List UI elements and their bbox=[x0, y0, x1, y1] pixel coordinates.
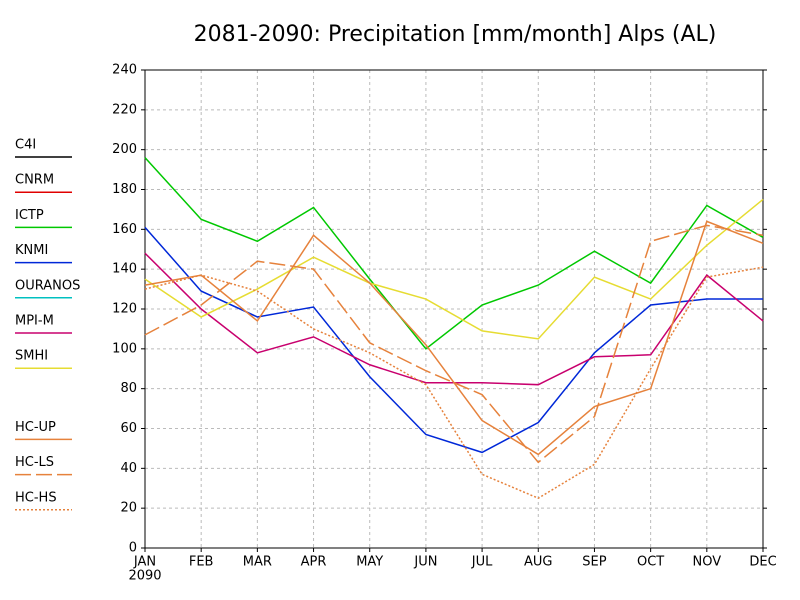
legend-label: HC-LS bbox=[15, 455, 54, 470]
x-tick-label: MAY bbox=[356, 555, 383, 570]
y-tick-label: 160 bbox=[112, 222, 137, 237]
x-tick-label: MAR bbox=[243, 555, 272, 570]
legend-label: OURANOS bbox=[15, 278, 80, 293]
x-tick-label: FEB bbox=[189, 555, 214, 570]
y-tick-label: 240 bbox=[112, 63, 137, 78]
y-tick-label: 120 bbox=[112, 302, 137, 317]
series-line bbox=[144, 224, 764, 464]
x-tick-label: DEC bbox=[749, 555, 776, 570]
series-line bbox=[144, 252, 764, 386]
plot-frame bbox=[144, 69, 764, 549]
y-tick-label: 80 bbox=[120, 381, 137, 396]
series-line bbox=[144, 157, 764, 350]
legend-label: HC-UP bbox=[15, 420, 56, 435]
legend-label: MPI-M bbox=[15, 314, 54, 329]
legend-label: CNRM bbox=[15, 173, 54, 188]
y-tick-label: 100 bbox=[112, 341, 137, 356]
y-tick-label: 180 bbox=[112, 182, 137, 197]
y-tick-label: 200 bbox=[112, 142, 137, 157]
series-line bbox=[144, 220, 764, 456]
chart-title: 2081-2090: Precipitation [mm/month] Alps… bbox=[194, 22, 717, 47]
y-tick-label: 40 bbox=[120, 461, 137, 476]
legend-label: C4I bbox=[15, 138, 36, 153]
x-tick-label: OCT bbox=[637, 555, 664, 570]
y-tick-label: 20 bbox=[120, 501, 137, 516]
y-tick-label: 140 bbox=[112, 262, 137, 277]
x-tick-label: JUL bbox=[471, 555, 493, 570]
x-tick-label: APR bbox=[301, 555, 327, 570]
y-tick-label: 60 bbox=[120, 421, 137, 436]
x-tick-label: JAN bbox=[133, 555, 156, 570]
series-line bbox=[144, 198, 764, 340]
legend-label: HC-HS bbox=[15, 490, 57, 505]
x-year-label: 2090 bbox=[128, 569, 161, 584]
legend-label: SMHI bbox=[15, 349, 48, 364]
legend-label: ICTP bbox=[15, 208, 44, 223]
x-tick-label: NOV bbox=[693, 555, 722, 570]
y-tick-label: 0 bbox=[129, 541, 137, 556]
x-tick-label: SEP bbox=[582, 555, 606, 570]
y-tick-label: 220 bbox=[112, 102, 137, 117]
x-tick-label: AUG bbox=[524, 555, 552, 570]
series-line bbox=[144, 226, 763, 454]
legend-label: KNMI bbox=[15, 243, 48, 258]
x-tick-label: JUN bbox=[413, 555, 437, 570]
